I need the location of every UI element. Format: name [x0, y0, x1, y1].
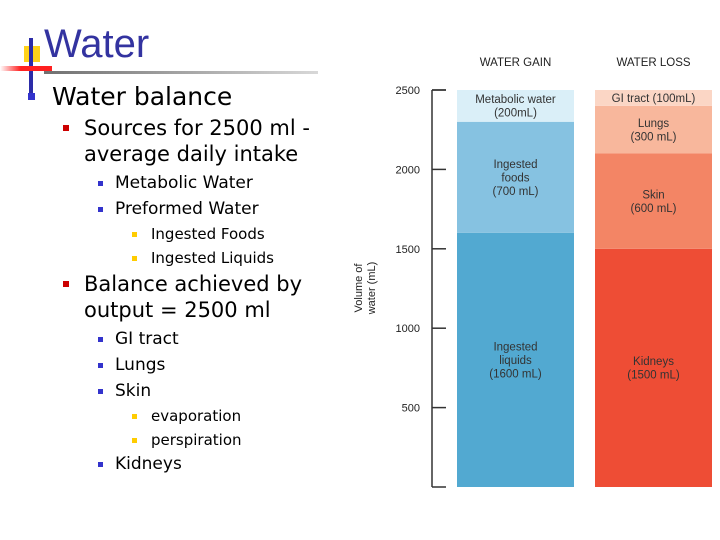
bar-segment: [457, 90, 574, 122]
bullet-text: Skin: [115, 381, 152, 401]
y-tick-label: 500: [402, 403, 420, 415]
bar-segment-label: Lungs (300 mL): [630, 118, 676, 144]
bullet-marker: [98, 389, 103, 394]
bullet-text: Ingested Liquids: [151, 248, 274, 267]
bar-segment-label: Ingested foods (700 mL): [492, 159, 538, 198]
bullet-marker: [98, 181, 103, 186]
water-balance-chart: 500 1000 1500 2000 2500 Volume ofwater (mL) WA…: [353, 57, 712, 488]
bar-segment-label: GI tract (100mL): [612, 93, 696, 105]
title-underline: [44, 71, 318, 74]
bullet-outline: Water balance Sources for 2500 ml - avera…: [24, 82, 324, 480]
bullet-item-level-2: Sources for 2500 ml - average daily inta…: [24, 116, 324, 167]
bullet-text: GI tract: [115, 329, 179, 349]
bar-segment: [595, 248, 712, 487]
bullet-marker: [98, 337, 103, 342]
y-tick-label: 1500: [396, 244, 420, 256]
bar-segment: [595, 105, 712, 154]
bullet-marker: [132, 437, 137, 443]
bar-segment: [457, 232, 574, 487]
bullet-text: Lungs: [115, 355, 166, 375]
bullet-item-level-3: Kidneys: [24, 454, 324, 475]
bullet-item-level-4: perspiration: [24, 431, 324, 450]
bullet-marker: [132, 255, 137, 261]
bullet-text: Metabolic Water: [115, 173, 253, 193]
slide-decoration-red-line: [0, 66, 52, 71]
bullet-text: perspiration: [151, 430, 242, 449]
bullet-marker: [132, 232, 137, 237]
bar-segment: [457, 121, 574, 233]
bullet-item-level-3: Lungs: [24, 355, 324, 376]
bullet-item-level-3: Skin: [24, 381, 324, 402]
bar-segment: [595, 153, 712, 249]
slide-title: Water: [44, 22, 150, 66]
bullet-text: Balance achieved by output = 2500 ml: [84, 272, 303, 322]
bullet-text: Ingested Foods: [151, 225, 265, 243]
bullet-marker: [98, 462, 103, 467]
bullet-marker: [28, 93, 35, 100]
bullet-item-level-3: Preformed Water: [24, 199, 324, 220]
bullet-marker: [63, 125, 69, 131]
y-axis-label: Volume ofwater (mL): [353, 262, 378, 316]
bar-segment-label: Kidneys (1500 mL): [627, 356, 680, 382]
bullet-item-level-3: Metabolic Water: [24, 173, 324, 194]
bullet-item-level-1: Water balance: [24, 82, 324, 112]
bullet-item-level-4: Ingested Foods: [24, 225, 324, 244]
bullet-text: Sources for 2500 ml - average daily inta…: [84, 116, 310, 166]
bullet-item-level-4: evaporation: [24, 407, 324, 426]
bar-segment-label: Ingested liquids (1600 mL): [489, 341, 542, 380]
bullet-text: Water balance: [52, 82, 233, 111]
bullet-text: Kidneys: [115, 454, 182, 474]
y-tick-label: 2500: [396, 85, 420, 97]
bullet-marker: [98, 363, 103, 368]
bar-segment-label: Skin (600 mL): [630, 189, 676, 215]
bar-segment: [595, 90, 712, 106]
bullet-marker: [132, 414, 137, 419]
bullet-marker: [63, 281, 69, 287]
y-tick-label: 2000: [396, 164, 420, 176]
category-label-water-gain: WATER GAIN: [480, 57, 552, 69]
bar-segment-label: Metabolic water (200mL): [475, 94, 556, 119]
bullet-item-level-4: Ingested Liquids: [24, 249, 324, 268]
bullet-marker: [98, 207, 103, 212]
bullet-item-level-3: GI tract: [24, 329, 324, 350]
bullet-item-level-2: Balance achieved by output = 2500 ml: [24, 272, 324, 323]
bullet-text: Preformed Water: [115, 199, 259, 219]
category-label-water-loss: WATER LOSS: [616, 57, 690, 69]
y-tick-label: 1000: [396, 323, 420, 335]
bullet-text: evaporation: [151, 407, 242, 425]
